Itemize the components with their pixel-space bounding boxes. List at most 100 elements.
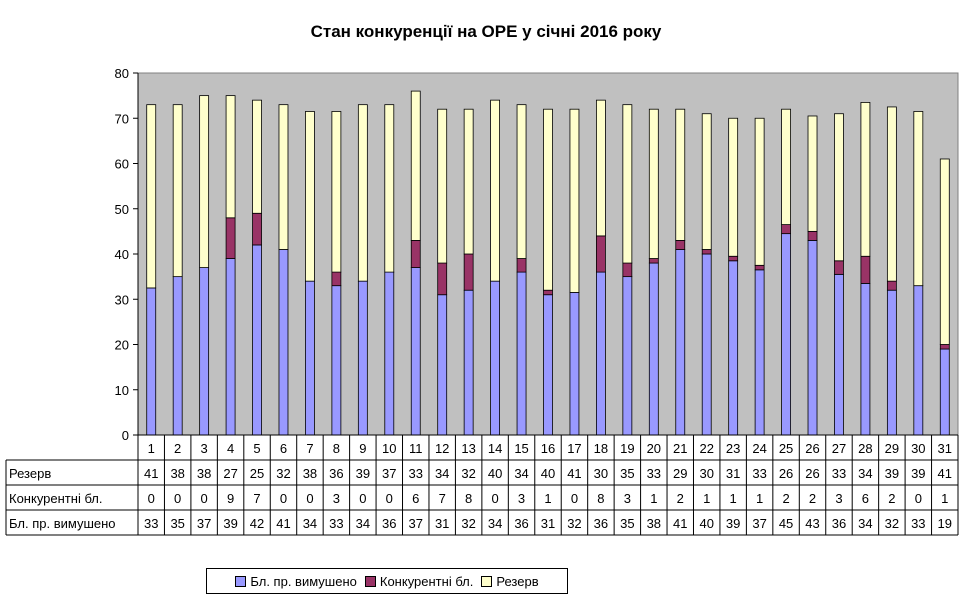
bar-segment [252, 99, 262, 214]
category-label: 16 [541, 441, 555, 456]
bar-segment [357, 280, 368, 436]
data-label: 0 [201, 491, 208, 506]
data-label: 0 [915, 491, 922, 506]
data-label: 37 [382, 466, 396, 481]
y-tick-label: 50 [115, 202, 129, 217]
data-label: 41 [144, 466, 158, 481]
y-tick-label: 70 [115, 111, 129, 126]
category-label: 17 [567, 441, 581, 456]
legend-swatch-reserve [481, 575, 493, 587]
bar-segment [596, 99, 606, 237]
data-label: 2 [809, 491, 816, 506]
category-label: 29 [885, 441, 899, 456]
legend-label-forced: Бл. пр. вимушено [250, 573, 357, 589]
bar-segment [463, 108, 474, 255]
data-label: 38 [197, 466, 211, 481]
data-label: 30 [594, 466, 608, 481]
category-label: 20 [647, 441, 661, 456]
y-tick-label: 80 [115, 66, 129, 81]
data-label: 1 [544, 491, 551, 506]
category-label: 11 [409, 441, 423, 456]
data-label: 39 [885, 466, 899, 481]
bar-segment [675, 249, 686, 436]
data-label: 38 [170, 466, 184, 481]
category-label: 27 [832, 441, 846, 456]
category-label: 2 [174, 441, 181, 456]
bar-segment [675, 108, 686, 241]
data-label: 35 [620, 516, 634, 531]
bar-segment [543, 294, 553, 436]
y-tick-label: 0 [122, 428, 129, 443]
data-label: 7 [253, 491, 260, 506]
data-label: 31 [541, 516, 555, 531]
data-label: 38 [303, 466, 317, 481]
data-label: 40 [488, 466, 502, 481]
bar-segment [886, 106, 897, 282]
data-label: 34 [858, 466, 872, 481]
bar-segment [728, 255, 739, 262]
data-label: 34 [858, 516, 872, 531]
data-label: 0 [359, 491, 366, 506]
bar-segment [384, 104, 395, 273]
data-label: 33 [911, 516, 925, 531]
category-label: 6 [280, 441, 287, 456]
bar-segment [437, 294, 448, 436]
data-label: 8 [465, 491, 472, 506]
data-label: 42 [250, 516, 264, 531]
bar-segment [569, 108, 580, 293]
bar-segment [410, 90, 421, 241]
category-label: 1 [148, 441, 155, 456]
data-label: 36 [832, 516, 846, 531]
category-label: 14 [488, 441, 502, 456]
bar-segment [807, 115, 818, 232]
data-label: 0 [491, 491, 498, 506]
data-label: 0 [571, 491, 578, 506]
bar-segment [648, 258, 659, 264]
data-label: 34 [488, 516, 502, 531]
bar-segment [886, 289, 897, 436]
bar-segment [648, 262, 659, 436]
data-label: 34 [303, 516, 317, 531]
legend: Бл. пр. вимушено Конкурентні бл. Резерв [206, 568, 568, 594]
data-label: 1 [941, 491, 948, 506]
bar-segment [728, 260, 739, 436]
bar-segment [781, 233, 791, 436]
data-label: 39 [356, 466, 370, 481]
data-label: 33 [832, 466, 846, 481]
data-label: 0 [306, 491, 313, 506]
data-label: 41 [276, 516, 290, 531]
data-label: 40 [699, 516, 713, 531]
data-label: 0 [386, 491, 393, 506]
data-label: 33 [647, 466, 661, 481]
bar-segment [357, 104, 368, 282]
bar-segment [834, 260, 844, 275]
data-label: 26 [779, 466, 793, 481]
data-label: 27 [223, 466, 237, 481]
data-label: 1 [756, 491, 763, 506]
bar-segment [860, 102, 871, 257]
bar-segment [410, 240, 421, 268]
bar-segment [596, 235, 606, 273]
data-label: 37 [197, 516, 211, 531]
bar-segment [939, 344, 950, 350]
data-label: 6 [412, 491, 419, 506]
bar-segment [754, 117, 765, 266]
bar-segment [490, 99, 500, 282]
data-label: 1 [650, 491, 657, 506]
data-label: 0 [174, 491, 181, 506]
bar-segment [252, 244, 262, 436]
data-label: 34 [435, 466, 449, 481]
category-label: 28 [858, 441, 872, 456]
bar-segment [569, 292, 580, 436]
category-label: 3 [201, 441, 208, 456]
bar-segment [913, 285, 924, 436]
data-label: 35 [620, 466, 634, 481]
bar-segment [834, 113, 844, 262]
category-label: 4 [227, 441, 234, 456]
bar-segment [331, 111, 342, 273]
bar-segment [860, 283, 871, 436]
bar-segment [913, 111, 924, 287]
bar-segment [463, 253, 474, 291]
data-label: 31 [435, 516, 449, 531]
